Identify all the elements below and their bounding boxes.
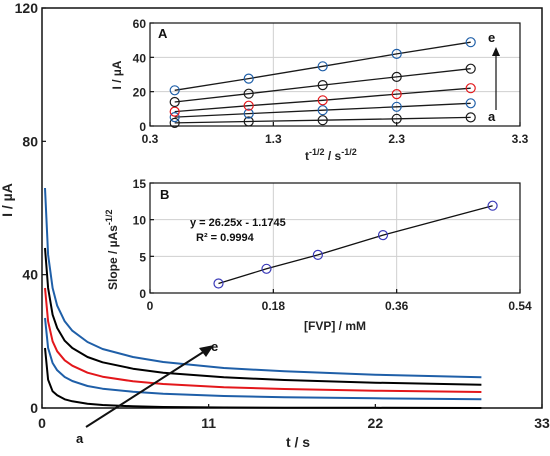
inset-a-x-tick-label-0: 0.3 (142, 132, 159, 146)
inset-b-point-0 (213, 278, 224, 289)
main-series-line-1 (44, 317, 482, 401)
main-y-tick-label-2: 80 (22, 133, 38, 149)
inset-a-point-1-3 (391, 101, 402, 112)
inset-a-point-4-2 (317, 61, 328, 72)
main-series-line-3 (44, 247, 482, 386)
inset-a-panel-label: A (158, 26, 168, 41)
inset-b-x-axis-label: [FVP] / mM (304, 319, 366, 333)
inset-b-frame (149, 182, 521, 294)
inset-a-ticks: 0.3 1.3 2.3 3.3 0 20 40 60 (133, 17, 529, 146)
inset-a-point-4-1 (243, 73, 254, 84)
inset-a-series-line-1 (174, 102, 471, 118)
trend-arrow-head (199, 345, 214, 357)
inset-a-point-0-2 (317, 115, 328, 126)
inset-a-point-2-2 (317, 95, 328, 106)
inset-a-point-1-2 (317, 105, 328, 116)
main-x-axis-label: t / s (286, 434, 310, 450)
inset-b-ticks: 0 0.18 0.36 0.54 0 5 10 15 (133, 177, 532, 313)
inset-b-x-tick-label-2: 0.36 (385, 299, 409, 313)
main-series-line-2 (44, 287, 482, 393)
inset-b-y-tick-label-3: 15 (133, 177, 147, 191)
inset-b-point-1 (261, 263, 272, 274)
inset-a-point-2-4 (465, 83, 476, 94)
inset-b-point-4 (487, 200, 498, 211)
inset-a-y-tick-label-3: 60 (133, 17, 147, 31)
main-x-tick-label-2: 22 (368, 415, 384, 431)
inset-b-fit-line (218, 205, 493, 285)
inset-a-point-3-0 (169, 96, 180, 108)
main-y-tick-label-3: 120 (15, 0, 39, 16)
inset-a-x-axis-label: t-1/2 / s-1/2 (305, 147, 357, 163)
inset-a-point-2-3 (391, 88, 402, 100)
main-series-line-4 (44, 187, 482, 379)
inset-a-point-0-0 (169, 117, 180, 129)
inset-a-series-line-3 (174, 68, 471, 103)
inset-a-point-4-0 (169, 85, 180, 96)
inset-a-x-tick-label-1: 1.3 (265, 132, 282, 146)
inset-b-point-2 (312, 249, 323, 260)
inset-a-point-3-4 (465, 63, 476, 74)
inset-a-point-3-3 (391, 71, 402, 83)
main-y-tick-label-1: 40 (22, 267, 38, 283)
main-curve-label-a: a (76, 431, 84, 446)
inset-a-x-tick-label-3: 3.3 (512, 132, 529, 146)
inset-a-point-0-1 (243, 116, 254, 127)
inset-a-y-tick-label-1: 20 (133, 86, 147, 100)
inset-a-point-4-3 (391, 48, 402, 60)
main-y-tick-label-0: 0 (30, 400, 38, 416)
inset-a-point-0-4 (465, 112, 476, 123)
inset-a-y-tick-label-0: 0 (139, 120, 146, 134)
main-series-group (44, 187, 482, 409)
inset-a-point-1-4 (465, 98, 476, 109)
main-x-tick-label-0: 0 (38, 415, 46, 431)
inset-a-chart: 0.3 1.3 2.3 3.3 0 20 40 60 A I / µA t-1/2 / s-1… (110, 17, 529, 163)
inset-a-background (150, 23, 520, 126)
inset-a-frame (149, 22, 521, 127)
trend-arrow-line (85, 348, 209, 428)
inset-a-trend-arrowhead (492, 47, 500, 56)
inset-b-x-tick-label-3: 0.54 (508, 299, 532, 313)
inset-a-point-2-1 (243, 100, 254, 111)
inset-a-series-line-4 (174, 41, 471, 91)
inset-a-y-tick-label-2: 40 (133, 51, 147, 65)
main-series-line-0 (44, 347, 482, 409)
inset-a-series-group (169, 37, 476, 129)
regression-equation: y = 26.25x - 1.1745 (190, 217, 286, 229)
inset-b-y-tick-label-1: 5 (139, 250, 146, 264)
regression-r-squared: R² = 0.9994 (196, 232, 255, 244)
inset-a-point-1-1 (243, 108, 254, 119)
main-y-axis-label: I / µA (0, 183, 15, 217)
inset-b-chart: 0 0.18 0.36 0.54 0 5 10 15 B Slope / µAs-1/2 [F… (104, 177, 532, 333)
inset-b-point-3 (377, 230, 389, 241)
main-curve-label-e: e (211, 339, 218, 354)
inset-a-point-1-0 (169, 111, 180, 123)
inset-a-series-line-2 (174, 87, 471, 113)
inset-a-label-a: a (488, 109, 496, 124)
inset-a-label-e: e (488, 30, 495, 45)
inset-b-x-tick-label-1: 0.18 (262, 299, 286, 313)
inset-a-point-3-2 (317, 79, 328, 91)
inset-a-gridlines (150, 23, 520, 126)
inset-a-y-axis-label: I / µA (110, 60, 124, 89)
inset-b-y-tick-label-0: 0 (139, 287, 146, 301)
inset-b-y-tick-label-2: 10 (133, 214, 147, 228)
inset-b-panel-label: B (160, 187, 169, 202)
inset-b-y-axis-label: Slope / µAs-1/2 (104, 210, 120, 290)
inset-b-gridlines (150, 183, 520, 293)
inset-a-x-tick-label-2: 2.3 (388, 132, 405, 146)
main-x-tick-label-3: 33 (534, 415, 550, 431)
inset-b-series-group (213, 200, 498, 289)
inset-b-background (150, 183, 520, 293)
inset-b-x-tick-label-0: 0 (147, 299, 154, 313)
inset-a-point-4-4 (465, 37, 476, 48)
inset-a-series-line-0 (174, 116, 471, 124)
main-ticks: 0 11 22 33 0 40 80 120 (15, 0, 550, 431)
inset-a-point-3-1 (243, 88, 254, 99)
main-x-tick-label-1: 11 (201, 415, 216, 431)
